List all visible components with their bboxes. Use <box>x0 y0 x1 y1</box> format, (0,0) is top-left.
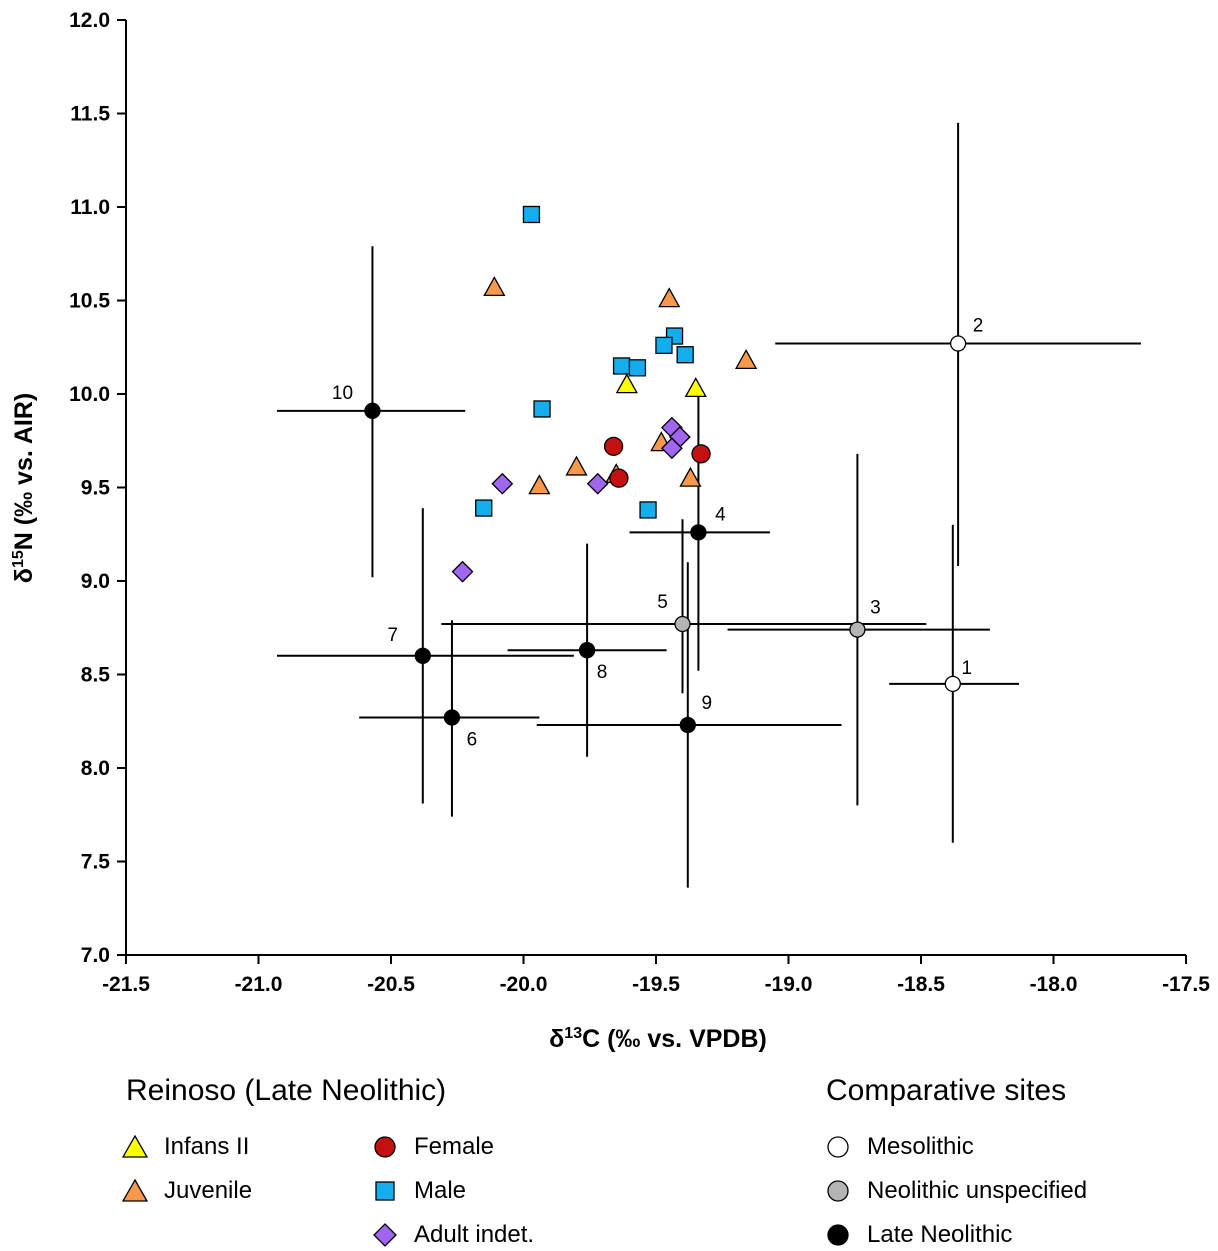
legend-label: Adult indet. <box>414 1221 535 1248</box>
y-tick-label: 9.5 <box>81 477 111 500</box>
x-tick-label: -17.5 <box>1162 973 1210 996</box>
point-label: 3 <box>870 598 881 619</box>
legend-label: Infans II <box>164 1133 250 1160</box>
data-point-infans <box>615 373 638 394</box>
legend-item-male: Male <box>370 1176 466 1206</box>
legend-label: Male <box>414 1177 467 1204</box>
data-points <box>364 205 967 734</box>
y-tick-label: 11.5 <box>70 103 110 126</box>
y-tick-label: 9.0 <box>81 570 110 593</box>
data-point-male <box>639 501 657 519</box>
data-point-female <box>603 436 624 457</box>
circle-marker-icon <box>827 1180 849 1202</box>
x-tick-label: -21.5 <box>102 973 150 996</box>
plot-axes: -21.5 -21.0 -20.5 -20.0 -19.5 -19.0 -18.5 -18.0… <box>69 9 1210 996</box>
point-label: 1 <box>962 658 973 679</box>
legend-item-late-neolithic: Late Neolithic <box>823 1220 1012 1250</box>
data-point-late_neolithic <box>364 402 381 419</box>
data-point-late_neolithic <box>443 709 461 726</box>
x-tick-label: -21.0 <box>235 973 283 996</box>
data-point-adult <box>660 437 683 460</box>
y-tick-label: 10.0 <box>69 383 110 406</box>
data-point-female <box>609 468 629 488</box>
y-tick-label: 8.5 <box>81 664 111 687</box>
legend-label: Late Neolithic <box>867 1221 1013 1248</box>
point-label: 2 <box>973 316 984 337</box>
point-labels: 1 2 3 5 4 6 7 8 9 10 <box>332 316 984 751</box>
data-point-juvenile <box>658 287 681 308</box>
data-point-juvenile <box>483 276 506 297</box>
point-label: 4 <box>715 504 726 525</box>
square-marker-icon <box>375 1181 395 1201</box>
x-tick-label: -18.0 <box>1030 973 1078 996</box>
y-tick-label: 12.0 <box>69 9 110 32</box>
diamond-marker-icon <box>373 1223 397 1247</box>
legend-label: Female <box>414 1133 495 1160</box>
legend-title-comparative: Comparative sites <box>826 1074 1067 1107</box>
legend-label: Juvenile <box>164 1177 253 1204</box>
data-point-male <box>655 336 673 355</box>
data-point-late_neolithic <box>679 716 696 734</box>
point-label: 8 <box>597 662 608 683</box>
circle-marker-icon <box>827 1224 849 1246</box>
circle-marker-icon <box>374 1136 396 1158</box>
point-label: 5 <box>657 592 668 613</box>
data-point-neolithic_unspecified <box>674 615 691 633</box>
data-point-juvenile <box>734 349 758 369</box>
point-label: 9 <box>702 693 713 714</box>
legend-item-adult: Adult indet. <box>370 1220 534 1250</box>
data-point-juvenile <box>528 474 551 495</box>
data-point-mesolithic <box>944 675 961 692</box>
data-point-male <box>676 346 694 364</box>
data-point-male <box>475 499 493 517</box>
triangle-marker-icon <box>121 1178 149 1202</box>
point-label: 10 <box>332 383 353 404</box>
scatter-chart: -21.5 -21.0 -20.5 -20.0 -19.5 -19.0 -18.5 -18.0… <box>10 9 1210 1053</box>
x-tick-label: -20.0 <box>500 973 548 996</box>
data-point-male <box>612 357 631 375</box>
legend-title-reinoso: Reinoso (Late Neolithic) <box>126 1074 447 1107</box>
data-point-mesolithic <box>949 335 967 352</box>
data-point-male <box>522 205 541 224</box>
y-axis-label: δ15N (‰ vs. AIR) <box>10 393 38 583</box>
data-point-infans <box>684 377 707 398</box>
data-point-male <box>533 400 551 418</box>
data-point-female <box>691 444 711 464</box>
point-label: 7 <box>388 625 399 646</box>
legend-item-neolithic-unspecified: Neolithic unspecified <box>823 1176 1087 1206</box>
legend-item-mesolithic: Mesolithic <box>823 1132 974 1162</box>
data-point-late_neolithic <box>690 524 707 541</box>
point-label: 6 <box>467 730 478 751</box>
y-tick-label: 11.0 <box>70 196 110 219</box>
circle-marker-icon <box>827 1136 849 1158</box>
data-point-neolithic_unspecified <box>849 621 866 638</box>
data-point-late_neolithic <box>414 647 431 664</box>
x-tick-label: -19.5 <box>632 973 680 996</box>
data-point-male <box>628 359 647 377</box>
y-tick-label: 10.5 <box>69 290 110 313</box>
y-tick-label: 8.0 <box>81 757 110 780</box>
triangle-marker-icon <box>121 1134 149 1158</box>
y-tick-label: 7.5 <box>81 851 111 874</box>
legend-label: Neolithic unspecified <box>867 1177 1088 1204</box>
data-point-juvenile <box>679 466 702 487</box>
error-bars <box>277 122 1141 888</box>
x-tick-label: -18.5 <box>897 973 945 996</box>
x-tick-label: -20.5 <box>367 973 415 996</box>
data-point-adult <box>451 560 474 583</box>
data-point-adult <box>491 472 514 495</box>
x-tick-label: -19.0 <box>765 973 813 996</box>
data-point-late_neolithic <box>578 642 596 659</box>
data-point-adult <box>586 472 609 495</box>
legend-item-infans: Infans II <box>120 1132 249 1162</box>
y-tick-label: 7.0 <box>81 944 110 967</box>
legend-label: Mesolithic <box>867 1133 974 1160</box>
data-point-juvenile <box>565 455 588 476</box>
legend-item-female: Female <box>370 1132 494 1162</box>
legend-item-juvenile: Juvenile <box>120 1176 252 1206</box>
x-axis-label: δ13C (‰ vs. VPDB) <box>549 1025 767 1053</box>
